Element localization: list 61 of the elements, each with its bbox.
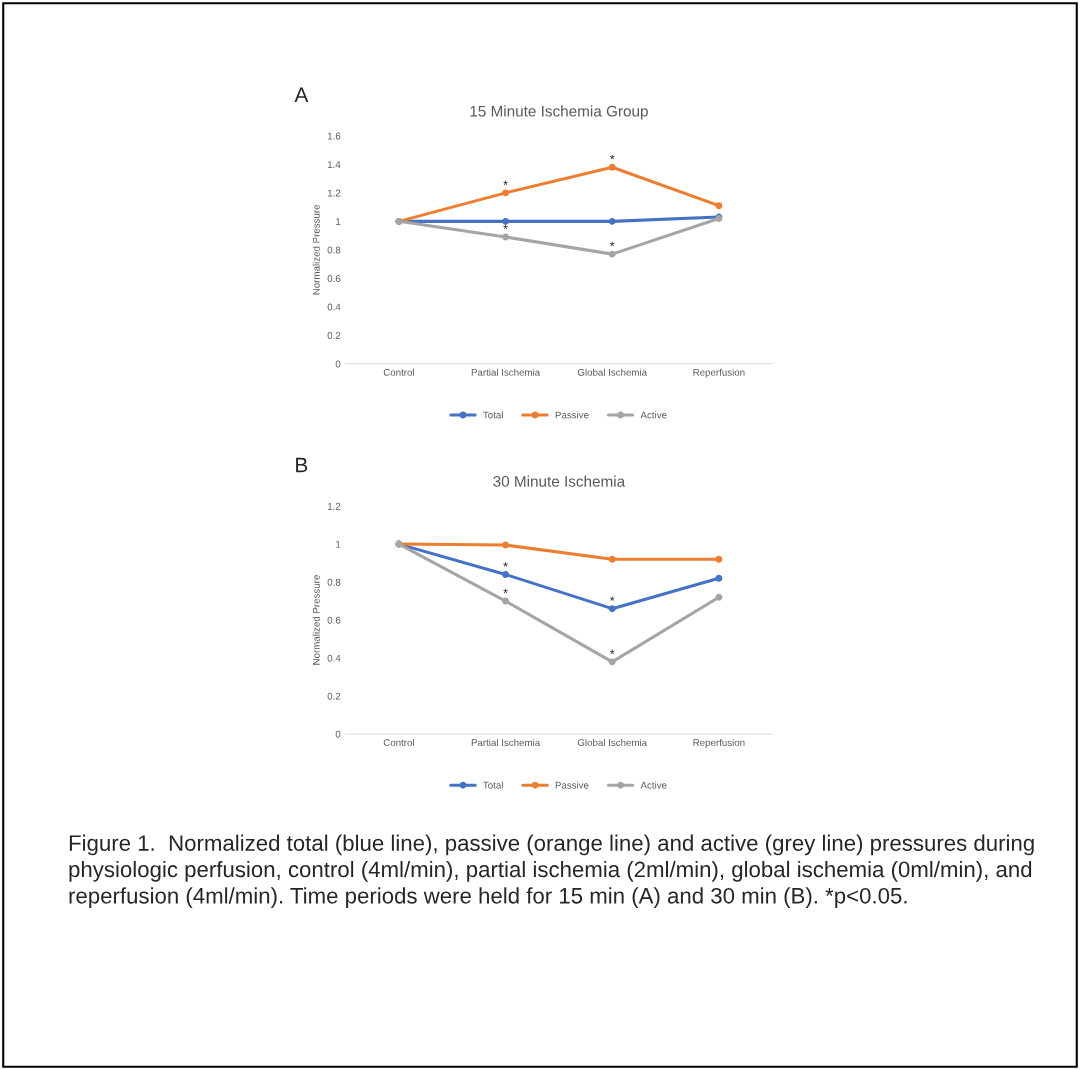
caption: Figure 1. Normalized total (blue line), passive (orange line) and active (grey line) pressures during physiologic perfusion, control (4ml/min), partial ischemia (2ml/min), global ischemia (0ml/min), and reperfusion (4ml/min). Time periods were held for 15 min (A) and 30 min (B). *p<0.05. [69, 834, 1034, 909]
chart-title: 30 Minute Ischemia [493, 475, 626, 487]
y-tick-label: 1 [336, 540, 341, 548]
point [608, 250, 616, 258]
point [608, 163, 616, 171]
y-tick-label: 0.8 [327, 578, 341, 586]
x-tick-label: Control [383, 368, 414, 376]
annotation: * [503, 588, 508, 594]
y-tick-label: 0.4 [327, 654, 341, 662]
point [608, 605, 616, 613]
y-tick-label: 0.6 [327, 616, 341, 624]
point [715, 202, 723, 210]
annotation: * [609, 241, 615, 247]
point [502, 597, 510, 605]
text: B [296, 457, 308, 473]
text: A [294, 87, 309, 102]
y-axis-title: Normalized Pressure [312, 575, 320, 665]
y-tick-label: 1 [336, 218, 341, 225]
x-tick-label: Global Ischemia [577, 738, 648, 747]
legend-label: Total [483, 411, 503, 419]
legend-label: Active [640, 411, 667, 419]
annotation: * [609, 154, 615, 160]
x-tick-label: Reperfusion [693, 738, 745, 748]
x-tick-label: Global Ischemia [577, 368, 648, 376]
point [608, 658, 616, 666]
y-axis-title: Normalized Pressure [312, 204, 320, 295]
y-tick-label: 1.2 [327, 189, 341, 197]
y-tick-label: 0.8 [327, 246, 341, 254]
annotation: * [503, 180, 508, 185]
point [715, 593, 723, 601]
annotation: * [609, 596, 615, 601]
point [502, 217, 510, 225]
y-tick-label: 0.2 [327, 332, 341, 339]
y-tick-label: 0 [335, 360, 341, 368]
annotation: * [503, 562, 508, 567]
x-tick-label: Reperfusion [693, 368, 745, 378]
legend-label: Passive [555, 411, 589, 419]
legend-label: Total [483, 781, 503, 789]
y-tick-label: 1.2 [327, 502, 341, 510]
legend-label: Active [640, 781, 667, 789]
annotation: * [503, 224, 508, 230]
point [502, 233, 510, 241]
x-tick-label: Partial Ischemia [471, 738, 541, 747]
point [502, 189, 510, 197]
x-tick-label: Control [383, 738, 414, 747]
point [502, 571, 510, 578]
y-tick-label: 0 [335, 730, 341, 738]
annotation: * [609, 649, 615, 654]
point [608, 217, 616, 225]
y-tick-label: 1.4 [327, 161, 341, 168]
point [502, 541, 510, 549]
chart-title: 15 Minute Ischemia Group [470, 105, 648, 120]
y-tick-label: 0.2 [327, 692, 341, 700]
y-tick-label: 0.4 [327, 303, 341, 311]
point [715, 574, 723, 582]
point [715, 555, 723, 563]
point [608, 555, 616, 563]
legend-label: Passive [555, 781, 589, 789]
x-tick-label: Partial Ischemia [471, 368, 541, 376]
y-tick-label: 0.6 [327, 275, 341, 282]
y-tick-label: 1.6 [327, 132, 341, 140]
